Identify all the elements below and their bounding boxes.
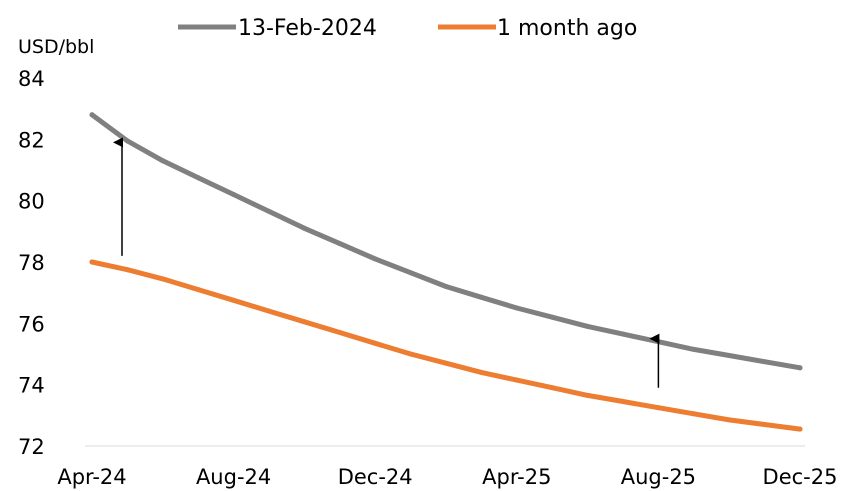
data-point-1-month-ago-feb-25 — [443, 360, 449, 366]
data-point-13-feb-2024-may-25 — [549, 314, 555, 320]
data-point-1-month-ago-aug-24 — [231, 297, 237, 303]
data-point-13-feb-2024-apr-24 — [89, 112, 95, 118]
x-tick-label-apr-24: Apr-24 — [57, 465, 126, 489]
y-tick-label-76: 76 — [18, 312, 45, 336]
legend-label-1-month-ago: 1 month ago — [497, 16, 637, 41]
series-line-13-feb-2024 — [89, 112, 803, 371]
data-point-1-month-ago-oct-25 — [726, 417, 732, 423]
x-tick-label-apr-25: Apr-25 — [482, 465, 551, 489]
data-point-1-month-ago-nov-24 — [337, 330, 343, 335]
data-point-1-month-ago-jul-24 — [195, 287, 201, 293]
data-point-1-month-ago-may-24 — [124, 267, 130, 273]
y-tick-labels: 72 74 76 78 80 82 84 — [18, 67, 45, 459]
y-tick-label-72: 72 — [18, 435, 45, 459]
data-point-13-feb-2024-jun-25 — [585, 323, 591, 329]
y-tick-label-74: 74 — [18, 374, 45, 398]
y-tick-label-78: 78 — [18, 251, 45, 275]
x-tick-label-aug-25: Aug-25 — [621, 465, 696, 489]
x-tick-label-dec-25: Dec-25 — [763, 465, 838, 489]
data-point-1-month-ago-may-25 — [549, 385, 555, 391]
annotation-arrows — [113, 137, 660, 388]
data-point-1-month-ago-aug-25 — [655, 405, 661, 411]
data-point-13-feb-2024-jul-25 — [620, 331, 626, 337]
data-point-1-month-ago-mar-25 — [478, 369, 484, 375]
data-point-13-feb-2024-aug-24 — [231, 192, 237, 197]
data-point-13-feb-2024-apr-25 — [514, 305, 520, 311]
data-point-13-feb-2024-jun-24 — [160, 158, 166, 164]
data-point-13-feb-2024-sep-24 — [266, 208, 272, 214]
data-point-13-feb-2024-dec-24 — [372, 256, 378, 262]
data-point-1-month-ago-jun-24 — [160, 276, 166, 282]
data-point-13-feb-2024-oct-24 — [301, 225, 307, 231]
series-lines — [89, 112, 803, 432]
data-point-1-month-ago-sep-24 — [266, 308, 272, 314]
data-point-1-month-ago-nov-25 — [762, 422, 768, 427]
data-point-1-month-ago-jul-25 — [620, 399, 626, 404]
data-point-1-month-ago-sep-25 — [691, 411, 697, 417]
data-point-13-feb-2024-sep-25 — [691, 346, 697, 352]
y-tick-label-82: 82 — [18, 128, 45, 152]
data-point-1-month-ago-oct-24 — [301, 319, 307, 325]
legend-label-13-feb-2024: 13-Feb-2024 — [238, 16, 377, 41]
data-point-13-feb-2024-mar-25 — [478, 294, 484, 300]
x-tick-label-dec-24: Dec-24 — [338, 465, 413, 489]
data-point-1-month-ago-apr-25 — [514, 377, 520, 383]
data-point-13-feb-2024-may-24 — [124, 138, 130, 144]
data-point-13-feb-2024-jul-24 — [195, 175, 201, 181]
data-point-13-feb-2024-nov-25 — [762, 359, 768, 365]
x-tick-labels: Apr-24 Aug-24 Dec-24 Apr-25 Aug-25 Dec-25 — [57, 465, 837, 489]
x-tick-label-aug-24: Aug-24 — [196, 465, 271, 489]
data-point-1-month-ago-dec-24 — [372, 340, 378, 346]
data-point-13-feb-2024-oct-25 — [726, 353, 732, 358]
data-point-1-month-ago-jan-25 — [408, 351, 414, 357]
y-tick-label-84: 84 — [18, 67, 45, 91]
legend: 13-Feb-2024 1 month ago — [178, 16, 637, 41]
data-point-13-feb-2024-dec-25 — [797, 365, 803, 371]
y-tick-label-80: 80 — [18, 190, 45, 214]
data-point-1-month-ago-jun-25 — [585, 392, 591, 398]
data-point-13-feb-2024-nov-24 — [337, 241, 343, 247]
data-point-1-month-ago-apr-24 — [89, 259, 95, 265]
data-point-1-month-ago-dec-25 — [797, 426, 803, 432]
data-point-13-feb-2024-feb-25 — [443, 284, 449, 289]
data-point-13-feb-2024-jan-25 — [408, 270, 414, 276]
y-axis-unit-label: USD/bbl — [18, 36, 94, 58]
